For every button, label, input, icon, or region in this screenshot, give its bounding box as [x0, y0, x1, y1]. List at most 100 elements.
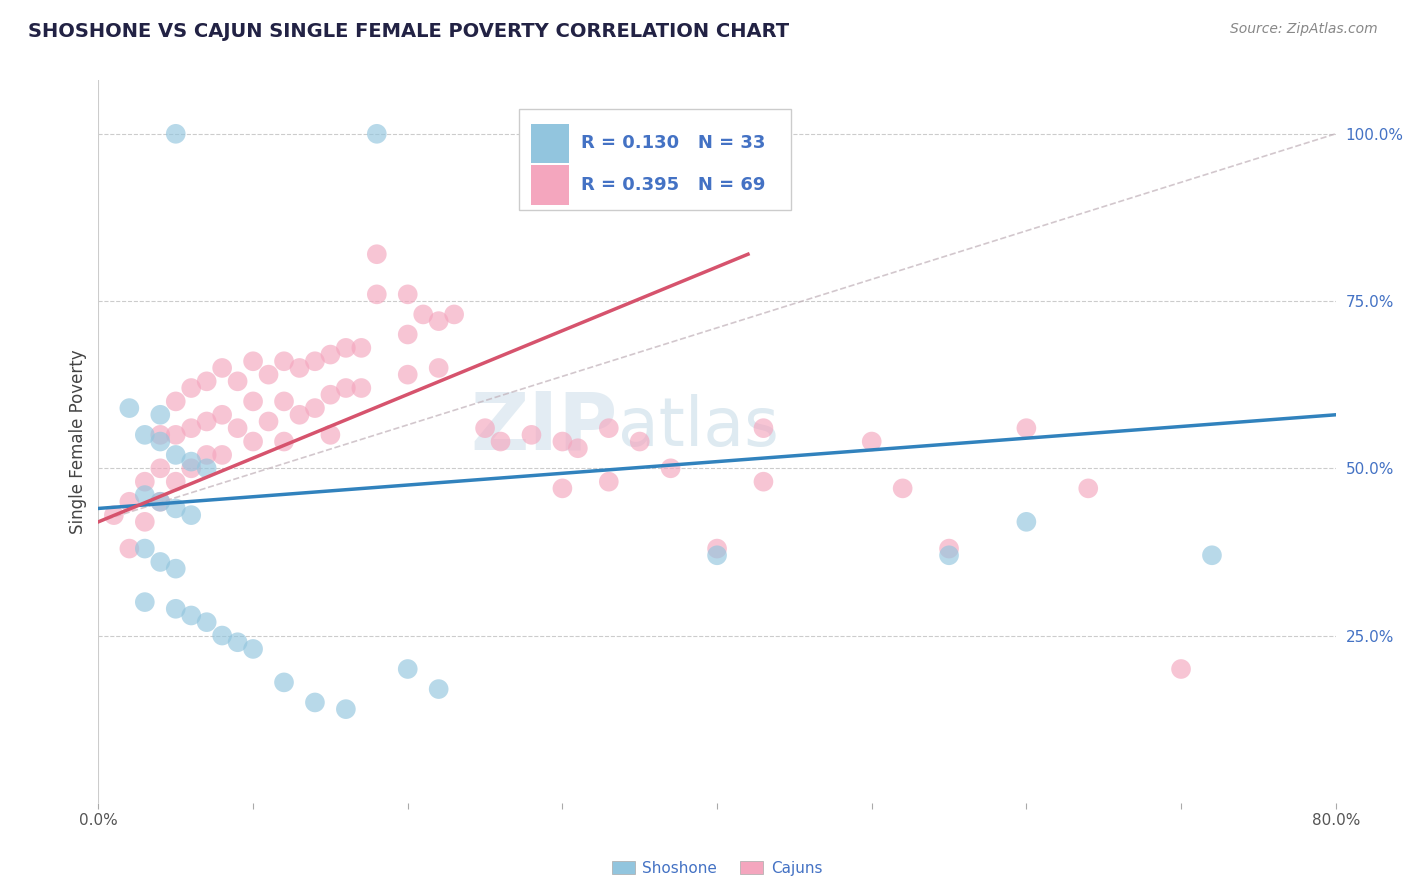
Point [659, 461, 682, 475]
Point [443, 307, 465, 322]
Point [350, 341, 373, 355]
Point [613, 127, 636, 141]
Point [118, 401, 141, 416]
Y-axis label: Single Female Poverty: Single Female Poverty [69, 350, 87, 533]
Point [335, 341, 357, 355]
Point [1015, 421, 1038, 435]
Point [396, 662, 419, 676]
Point [242, 434, 264, 449]
Point [304, 696, 326, 710]
Point [180, 608, 202, 623]
Point [149, 434, 172, 449]
Point [134, 475, 156, 489]
Point [165, 427, 187, 442]
Point [273, 354, 295, 368]
Point [149, 555, 172, 569]
Point [165, 501, 187, 516]
Point [165, 127, 187, 141]
Point [134, 541, 156, 556]
Point [366, 247, 388, 261]
Point [180, 421, 202, 435]
Point [165, 602, 187, 616]
Point [891, 482, 914, 496]
Point [598, 421, 620, 435]
Point [489, 434, 512, 449]
Point [257, 414, 280, 429]
Text: atlas: atlas [619, 394, 779, 460]
Point [427, 681, 450, 696]
Point [273, 394, 295, 409]
Text: ZIP: ZIP [471, 388, 619, 467]
Point [195, 615, 218, 630]
Point [226, 635, 249, 649]
Point [288, 361, 311, 376]
Point [335, 381, 357, 395]
Point [149, 408, 172, 422]
Point [598, 475, 620, 489]
Point [211, 408, 233, 422]
Point [427, 361, 450, 376]
Point [149, 494, 172, 508]
Point [938, 541, 960, 556]
Point [860, 434, 883, 449]
Point [288, 408, 311, 422]
Point [149, 461, 172, 475]
Point [195, 414, 218, 429]
Point [226, 375, 249, 389]
Point [396, 368, 419, 382]
Point [752, 421, 775, 435]
Point [1077, 482, 1099, 496]
Text: SHOSHONE VS CAJUN SINGLE FEMALE POVERTY CORRELATION CHART: SHOSHONE VS CAJUN SINGLE FEMALE POVERTY … [28, 22, 789, 41]
Point [257, 368, 280, 382]
FancyBboxPatch shape [531, 124, 568, 163]
Point [304, 354, 326, 368]
FancyBboxPatch shape [519, 109, 792, 211]
Point [165, 562, 187, 576]
Point [319, 427, 342, 442]
Point [350, 381, 373, 395]
Point [180, 381, 202, 395]
Point [180, 461, 202, 475]
Point [335, 702, 357, 716]
Point [706, 548, 728, 563]
Point [195, 461, 218, 475]
Text: Source: ZipAtlas.com: Source: ZipAtlas.com [1230, 22, 1378, 37]
Point [180, 508, 202, 523]
Text: R = 0.395   N = 69: R = 0.395 N = 69 [581, 176, 765, 194]
Point [366, 127, 388, 141]
Point [211, 628, 233, 642]
Point [211, 448, 233, 462]
Point [211, 361, 233, 376]
Point [938, 548, 960, 563]
Point [226, 421, 249, 435]
Legend: Shoshone, Cajuns: Shoshone, Cajuns [606, 855, 828, 882]
Point [752, 475, 775, 489]
Point [273, 434, 295, 449]
Point [1170, 662, 1192, 676]
Point [134, 515, 156, 529]
Point [520, 427, 543, 442]
Point [551, 434, 574, 449]
Point [1201, 548, 1223, 563]
Point [242, 642, 264, 657]
FancyBboxPatch shape [531, 165, 568, 204]
Point [195, 448, 218, 462]
Point [304, 401, 326, 416]
Point [567, 442, 589, 455]
Text: R = 0.130   N = 33: R = 0.130 N = 33 [581, 134, 765, 153]
Point [134, 427, 156, 442]
Point [396, 287, 419, 301]
Point [103, 508, 125, 523]
Point [195, 375, 218, 389]
Point [242, 354, 264, 368]
Point [412, 307, 434, 322]
Point [706, 541, 728, 556]
Point [165, 394, 187, 409]
Point [134, 595, 156, 609]
Point [319, 387, 342, 401]
Point [134, 488, 156, 502]
Point [180, 455, 202, 469]
Point [118, 494, 141, 508]
Point [427, 314, 450, 328]
Point [273, 675, 295, 690]
